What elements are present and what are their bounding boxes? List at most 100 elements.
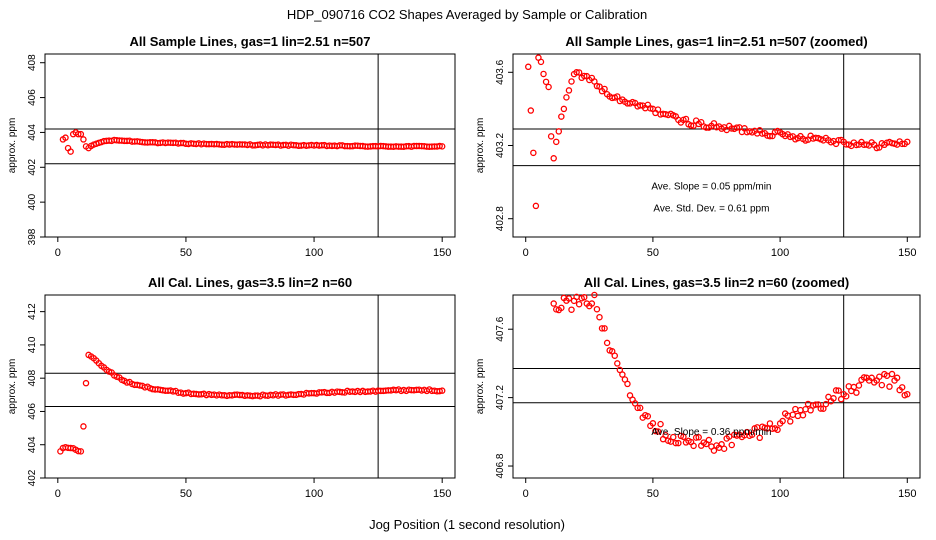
data-point xyxy=(552,138,560,146)
data-point xyxy=(748,431,756,438)
data-point xyxy=(545,83,552,91)
x-tick-label: 50 xyxy=(180,488,192,500)
data-point xyxy=(636,404,644,412)
data-point xyxy=(603,339,611,347)
data-point xyxy=(774,426,781,434)
data-point xyxy=(438,143,446,150)
x-tick-label: 100 xyxy=(771,488,789,500)
data-point xyxy=(537,58,545,66)
y-tick-label: 398 xyxy=(27,228,38,245)
data-point xyxy=(636,102,644,109)
data-point xyxy=(80,423,87,430)
y-tick-label: 403.6 xyxy=(495,59,506,84)
y-tick-label: 404 xyxy=(27,124,38,141)
y-axis-label: approx. ppm xyxy=(475,359,486,415)
data-point xyxy=(733,124,741,131)
data-point xyxy=(812,401,819,408)
data-point xyxy=(525,63,532,71)
data-point xyxy=(624,380,631,388)
data-point xyxy=(680,433,687,441)
data-point xyxy=(75,130,82,138)
x-tick-label: 0 xyxy=(55,488,61,500)
data-point xyxy=(77,448,85,455)
x-tick-label: 0 xyxy=(523,488,529,500)
panel-title: All Cal. Lines, gas=3.5 lin=2 n=60 xyxy=(148,275,352,290)
data-point xyxy=(436,387,443,395)
y-axis-label: approx. ppm xyxy=(7,118,18,174)
data-point xyxy=(527,107,535,114)
data-point xyxy=(888,370,896,378)
data-point xyxy=(565,87,573,94)
data-point xyxy=(550,300,557,307)
data-point xyxy=(644,413,652,420)
data-point xyxy=(799,411,807,419)
data-point xyxy=(649,420,657,427)
data-point xyxy=(591,291,598,299)
data-point xyxy=(878,381,886,389)
data-point xyxy=(598,325,606,332)
data-point xyxy=(837,395,845,403)
data-point xyxy=(82,379,90,387)
x-tick-label: 100 xyxy=(305,488,323,500)
x-tick-label: 0 xyxy=(55,247,61,259)
y-tick-label: 402.8 xyxy=(495,206,506,231)
data-point xyxy=(565,295,573,302)
data-point xyxy=(619,371,626,378)
data-point xyxy=(568,306,575,313)
data-point xyxy=(876,373,883,381)
annotation: Ave. Std. Dev. = 0.61 ppm xyxy=(653,203,769,214)
data-point xyxy=(787,418,794,425)
data-point xyxy=(787,133,794,141)
data-point xyxy=(720,445,728,453)
y-tick-label: 402 xyxy=(27,159,38,176)
data-point xyxy=(575,69,583,76)
data-point xyxy=(67,148,74,155)
y-tick-label: 404 xyxy=(27,436,38,453)
data-point xyxy=(588,300,596,307)
data-point xyxy=(580,72,588,80)
data-point xyxy=(438,387,446,394)
data-point xyxy=(654,428,662,435)
y-axis-label: approx. ppm xyxy=(475,118,486,174)
x-tick-label: 100 xyxy=(771,247,789,259)
y-tick-label: 407.6 xyxy=(495,316,506,341)
data-point xyxy=(654,106,662,113)
panel-1: All Sample Lines, gas=1 lin=2.51 n=507 0 5… xyxy=(7,34,456,259)
x-tick-label: 50 xyxy=(180,247,192,259)
x-tick-label: 150 xyxy=(433,247,451,259)
x-tick-label: 0 xyxy=(523,247,529,259)
data-point xyxy=(690,442,697,450)
data-point xyxy=(766,420,774,427)
data-point xyxy=(672,439,680,447)
y-tick-label: 403.2 xyxy=(495,133,506,158)
data-point xyxy=(634,404,641,412)
figure-title: HDP_090716 CO2 Shapes Averaged by Sample… xyxy=(287,7,647,22)
data-point xyxy=(550,155,557,162)
y-tick-label: 400 xyxy=(27,193,38,210)
data-point xyxy=(662,431,669,439)
x-tick-label: 150 xyxy=(433,488,451,500)
plot-frame xyxy=(44,53,456,238)
data-point xyxy=(530,149,537,157)
data-point xyxy=(568,78,575,85)
y-tick-label: 412 xyxy=(27,303,38,320)
annotation: Ave. Slope = 0.36 ppm/min xyxy=(651,427,771,438)
data-point xyxy=(596,313,603,321)
y-tick-label: 402 xyxy=(27,469,38,486)
plot-frame xyxy=(44,294,456,479)
y-tick-label: 406.8 xyxy=(495,453,506,478)
data-point xyxy=(62,134,69,141)
data-point xyxy=(670,433,677,441)
data-point xyxy=(614,360,621,367)
data-point xyxy=(904,138,911,146)
data-point xyxy=(710,447,718,454)
data-point xyxy=(560,105,568,113)
data-point xyxy=(580,293,588,301)
data-point xyxy=(822,400,830,408)
data-point xyxy=(842,392,850,400)
data-point xyxy=(860,374,868,381)
panel-4: All Cal. Lines, gas=3.5 lin=2 n=60 (zoom… xyxy=(475,275,921,500)
x-tick-label: 150 xyxy=(898,247,916,259)
data-point xyxy=(893,374,901,382)
